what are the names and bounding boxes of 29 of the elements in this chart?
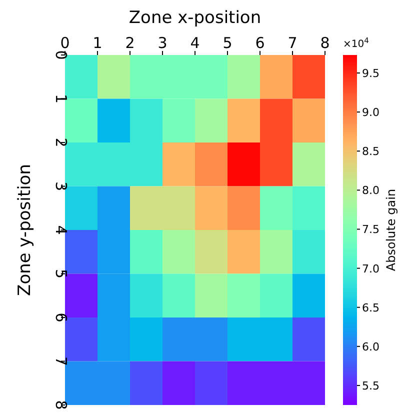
x-tick-label: 6	[255, 34, 265, 52]
color-bar-label: 6.5	[362, 301, 380, 314]
y-tick-label: 6	[52, 312, 70, 322]
x-tick-label: 8	[320, 34, 330, 52]
color-bar-label: 7.0	[362, 262, 380, 276]
color-bar-label: 7.5	[362, 223, 380, 236]
x-tick-label: 5	[222, 34, 232, 52]
y-axis-title: Zone y-position	[15, 164, 35, 296]
y-tick-label: 4	[52, 225, 70, 235]
y-tick-label: 0	[52, 50, 70, 60]
x-tick-label: 4	[190, 34, 200, 52]
color-bar-label: 9.0	[362, 106, 380, 120]
color-bar-label: 8.0	[362, 184, 380, 198]
x-tick-label: 3	[158, 34, 168, 52]
x-tick-label: 7	[288, 34, 298, 52]
text: ×10$^{4}$	[343, 36, 370, 50]
x-tick-label: 1	[92, 34, 102, 52]
x-tick-label: 2	[125, 34, 135, 52]
y-tick-label: 3	[52, 181, 70, 192]
color-bar-label: 6.0	[362, 340, 380, 354]
color-bar-title: Absolute gain	[384, 188, 398, 272]
color-bar-label: 9.5	[362, 66, 380, 80]
y-tick-label: 5	[52, 268, 70, 279]
y-tick-label: 7	[52, 356, 70, 366]
color-bar-label: 8.5	[362, 145, 380, 158]
x-axis-title: Zone x-position	[128, 8, 262, 28]
color-bar-label: 5.5	[362, 379, 380, 392]
y-tick-label: 2	[52, 138, 70, 148]
y-tick-label: 8	[52, 400, 70, 410]
